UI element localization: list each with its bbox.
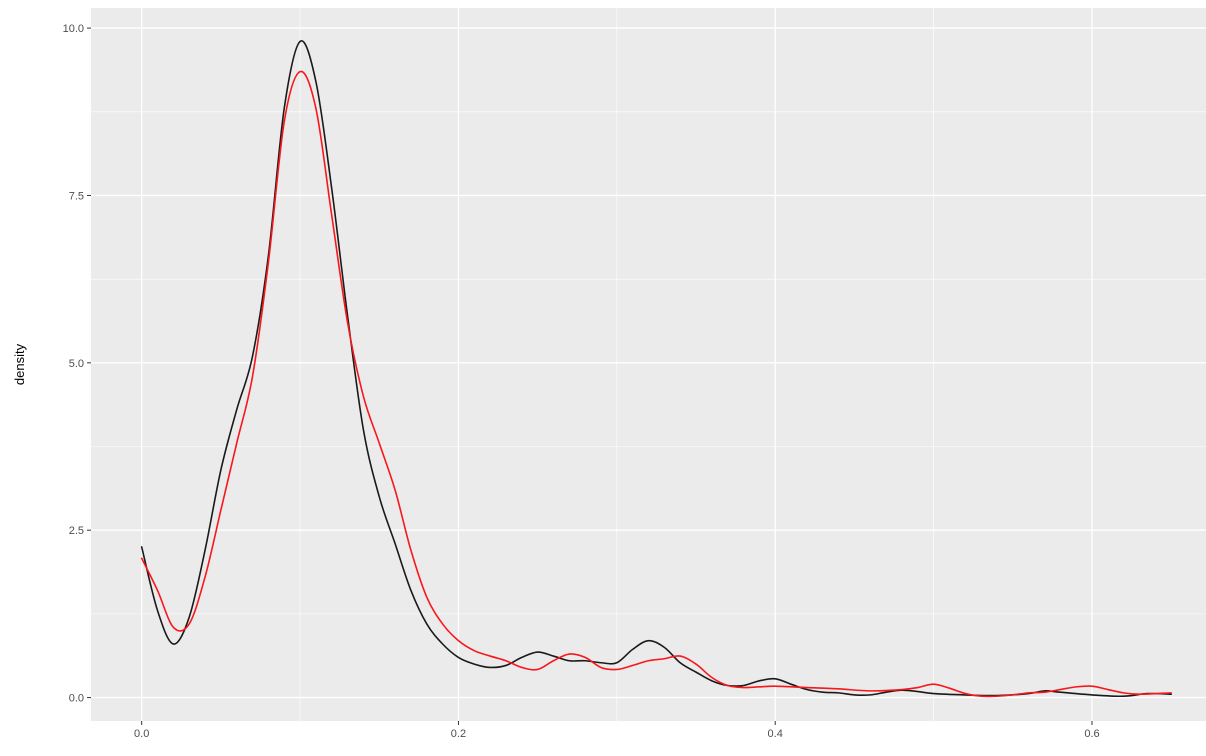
plot-panel: [91, 8, 1206, 721]
y-axis: 0.0 2.5 5.0 7.5 10.0: [63, 23, 91, 705]
y-tick-label: 10.0: [63, 23, 84, 35]
y-tick-label: 0.0: [69, 693, 84, 705]
x-tick-label: 0.6: [1084, 728, 1099, 740]
x-axis: 0.0 0.2 0.4 0.6: [134, 721, 1100, 740]
major-gridlines: [91, 8, 1206, 721]
y-tick-label: 5.0: [69, 358, 84, 370]
y-axis-title: density: [12, 343, 27, 385]
density-line-1: [140, 40, 1172, 698]
minor-gridlines: [91, 8, 1206, 721]
x-tick-label: 0.2: [451, 728, 466, 740]
x-tick-label: 0.4: [768, 728, 783, 740]
y-tick-label: 7.5: [69, 190, 84, 202]
series-layer: [140, 40, 1172, 698]
y-tick-label: 2.5: [69, 525, 84, 537]
x-tick-label: 0.0: [134, 728, 149, 740]
density-line-2: [140, 70, 1172, 698]
